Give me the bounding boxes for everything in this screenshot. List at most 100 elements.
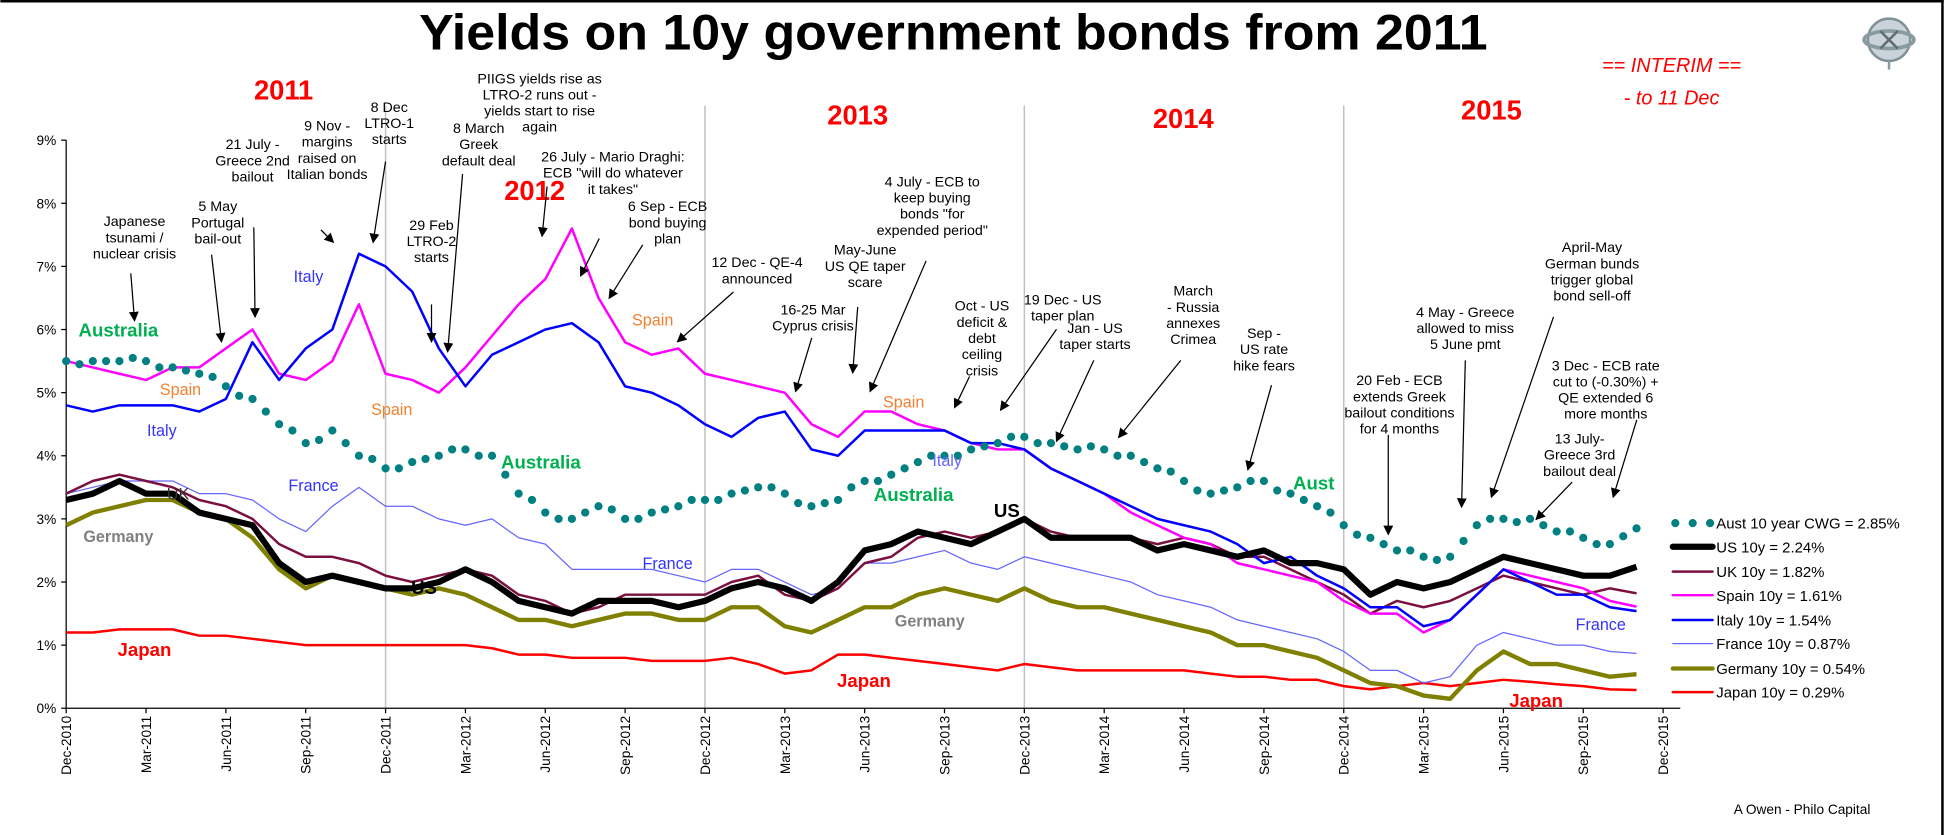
data-point xyxy=(288,426,297,435)
chart-title: Yields on 10y government bonds from 2011 xyxy=(419,5,1488,61)
x-tick-label: Sep-2012 xyxy=(618,716,633,775)
annotation-line: bail-out xyxy=(194,232,241,248)
year-label-2011: 2011 xyxy=(254,74,313,105)
annotation-line: March xyxy=(1173,284,1213,300)
annotation-text: Japanese tsunami / nuclear crisis xyxy=(93,214,176,262)
annotation-text: March - Russia annexes Crimea xyxy=(1166,284,1220,348)
series-aust xyxy=(62,353,1641,565)
data-point xyxy=(1206,489,1215,498)
data-point xyxy=(75,360,84,369)
data-point xyxy=(1525,514,1535,523)
annotation-line: 4 May - Greece xyxy=(1416,305,1514,321)
series-label-us: US xyxy=(411,577,437,598)
data-point xyxy=(328,426,337,435)
legend-label: Aust 10 year CWG = 2.85% xyxy=(1716,517,1900,533)
annotation-line: allowed to miss xyxy=(1417,321,1515,337)
annotation-arrow xyxy=(443,173,464,353)
data-point xyxy=(847,483,856,492)
data-point xyxy=(714,495,723,505)
legend-item: UK 10y = 1.82% xyxy=(1671,565,1824,581)
data-point xyxy=(1140,457,1149,467)
annotation: 4 May - Greece allowed to miss 5 June pmt xyxy=(1416,305,1515,509)
annotation: 5 May Portugal bail-out xyxy=(191,199,244,343)
data-point xyxy=(1286,489,1295,498)
annotation-arrow xyxy=(128,273,139,322)
annotation: 13 July-Greece 3rd bailout deal xyxy=(1535,432,1616,521)
annotation: 21 July -Greece 2nd bailout xyxy=(215,137,290,319)
annotation-arrow xyxy=(1055,360,1095,443)
series-label-france: France xyxy=(1576,616,1626,634)
data-point xyxy=(1605,540,1614,549)
data-point xyxy=(1073,445,1082,454)
annotation-arrow xyxy=(793,337,813,393)
annotation-line: 29 Feb xyxy=(409,218,453,234)
annotation-line: nuclear crisis xyxy=(93,246,176,262)
x-tick-label: Dec-2010 xyxy=(59,715,74,775)
data-point xyxy=(448,445,457,454)
legend-item: US 10y = 2.24% xyxy=(1669,540,1824,556)
data-point xyxy=(115,356,124,366)
annotation-arrow xyxy=(1610,419,1638,499)
annotation: 12 Dec - QE-4 announced xyxy=(676,255,803,343)
annotation-line: ceiling xyxy=(962,347,1003,363)
annotation-line: LTRO-2 runs out - xyxy=(483,87,597,103)
annotation-text: 8 Dec LTRO-1 starts xyxy=(364,100,414,148)
annotation-line: LTRO-1 xyxy=(364,116,414,132)
data-point xyxy=(860,476,869,486)
annotation-line: 16-25 Mar xyxy=(780,302,845,318)
x-tick-label: Sep-2011 xyxy=(299,716,314,774)
annotation-line: Oct - US xyxy=(955,299,1010,315)
data-point xyxy=(887,470,896,479)
data-point xyxy=(674,502,683,511)
annotation-line: 19 Dec - US xyxy=(1024,292,1102,308)
series-label-italy: Italy xyxy=(294,268,325,286)
annotation-line: more months xyxy=(1564,407,1647,423)
data-point xyxy=(421,454,430,464)
annotation-arrow xyxy=(953,376,971,409)
data-point xyxy=(181,366,191,375)
annotation-line: 26 July - Mario Draghi: xyxy=(541,150,684,166)
annotation-text: 29 Feb LTRO-2 starts xyxy=(407,218,457,266)
annotation-line: PIIGS yields rise as xyxy=(477,71,601,87)
series-label-uk: UK xyxy=(167,486,190,504)
data-point xyxy=(1193,486,1202,495)
x-tick-label: Sep-2014 xyxy=(1257,715,1272,775)
x-tick-label: Sep-2015 xyxy=(1576,715,1591,775)
data-point xyxy=(980,442,989,451)
logo-gyroscope-icon xyxy=(1862,17,1916,70)
data-point xyxy=(873,476,883,486)
annotation-line: QE extended 6 xyxy=(1558,391,1653,407)
annotation: Jan - US taper starts xyxy=(1055,321,1131,443)
data-point xyxy=(1179,476,1189,486)
annotation-line: ECB "will do whatever xyxy=(543,166,683,182)
legend-marker xyxy=(1705,519,1715,528)
annotation-arrow xyxy=(868,260,927,393)
data-point xyxy=(1446,552,1455,561)
annotation: 8 Dec LTRO-1 starts xyxy=(364,100,414,244)
series-label-japan: Japan xyxy=(118,639,172,660)
series-label-australia: Australia xyxy=(79,320,159,341)
annotation-line: bond sell-off xyxy=(1553,289,1630,305)
series-label-germany: Germany xyxy=(83,528,153,546)
data-point xyxy=(1565,527,1575,536)
data-point xyxy=(833,495,843,505)
x-tick-label: Mar-2011 xyxy=(139,716,154,773)
data-point xyxy=(1326,508,1335,517)
data-point xyxy=(900,464,909,473)
annotation: Japanese tsunami / nuclear crisis xyxy=(93,214,176,322)
data-point xyxy=(1166,467,1175,476)
annotation-line: annexes xyxy=(1166,316,1220,332)
data-point xyxy=(314,435,324,445)
annotation-line: plan xyxy=(654,232,681,248)
annotation-line: 6 Sep - ECB xyxy=(628,199,707,215)
data-point xyxy=(913,457,922,467)
data-point xyxy=(1406,546,1415,555)
annotation-line: 13 July- xyxy=(1555,432,1605,448)
annotation-line: Japanese xyxy=(104,214,166,230)
annotation-text: 26 July - Mario Draghi: ECB "will do what… xyxy=(541,150,684,198)
data-point xyxy=(807,502,816,511)
y-tick-label: 1% xyxy=(36,638,56,653)
x-tick-label: Mar-2012 xyxy=(458,716,473,774)
annotation-line: 20 Feb - ECB xyxy=(1356,373,1442,389)
annotation: 6 Sep - ECB bond buying plan xyxy=(608,199,707,300)
